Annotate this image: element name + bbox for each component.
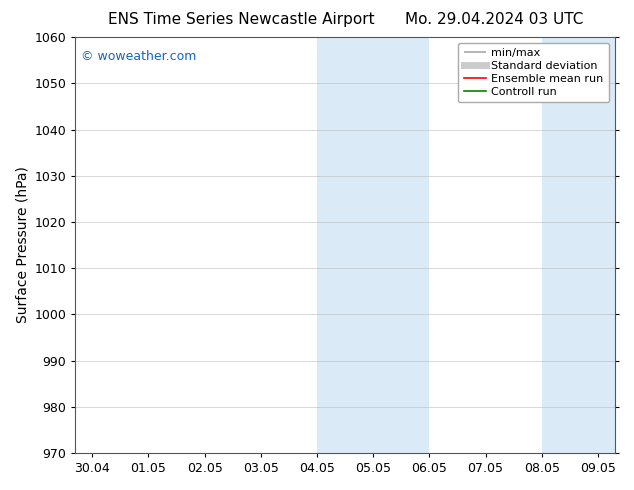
Text: © woweather.com: © woweather.com <box>81 49 197 63</box>
Bar <box>317 37 429 453</box>
Bar <box>542 37 634 453</box>
Text: ENS Time Series Newcastle Airport: ENS Time Series Newcastle Airport <box>108 12 374 27</box>
Text: Mo. 29.04.2024 03 UTC: Mo. 29.04.2024 03 UTC <box>405 12 584 27</box>
Y-axis label: Surface Pressure (hPa): Surface Pressure (hPa) <box>15 167 29 323</box>
Legend: min/max, Standard deviation, Ensemble mean run, Controll run: min/max, Standard deviation, Ensemble me… <box>458 43 609 102</box>
